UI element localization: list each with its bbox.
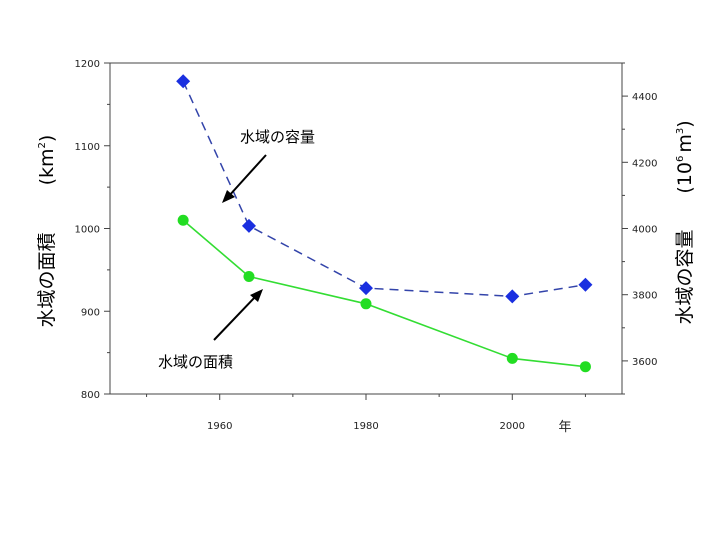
data-point-diamond — [241, 218, 256, 233]
series-line-0 — [182, 80, 586, 298]
data-point-diamond — [359, 281, 373, 296]
axis-ticks: 800 900 1000 1100 1200 3600 3800 4000 4200 4400 19… — [75, 59, 658, 432]
right-tick-label: 4000 — [632, 225, 657, 236]
x-tick-label: 1980 — [353, 421, 378, 432]
right-tick-label: 4200 — [632, 158, 657, 169]
left-tick-label: 1100 — [75, 142, 100, 153]
x-tick-label: 2000 — [500, 421, 525, 432]
plot-frame — [109, 62, 623, 395]
annotation-volume-arrow — [227, 154, 267, 198]
left-tick-label: 1000 — [75, 225, 100, 236]
annotation-area-text: 水域の面積 — [158, 353, 233, 371]
x-tick-label: 1960 — [207, 421, 232, 432]
right-axis-unit: (106m3) — [674, 120, 696, 193]
left-axis-label: 水域の面積 — [36, 232, 58, 327]
data-point-diamond — [578, 277, 593, 292]
annotation-area-arrow — [213, 295, 257, 341]
data-point-diamond — [176, 74, 191, 89]
series-line-1 — [182, 219, 586, 368]
data-point-circle — [177, 214, 189, 226]
left-tick-label: 900 — [81, 307, 100, 318]
series-layer — [176, 74, 593, 373]
data-point-diamond — [505, 289, 520, 304]
right-tick-label: 3800 — [632, 291, 657, 302]
annotation-volume-text: 水域の容量 — [240, 128, 315, 146]
right-axis-label: 水域の容量 — [674, 229, 696, 324]
right-tick-label: 3600 — [632, 357, 657, 368]
left-tick-label: 800 — [81, 390, 100, 401]
data-point-circle — [243, 270, 255, 282]
left-tick-label: 1200 — [75, 59, 100, 70]
x-unit-label: 年 — [558, 420, 571, 435]
left-axis-unit: (km2) — [36, 135, 58, 186]
left-axis-title: 水域の面積 (km2) — [36, 135, 58, 328]
right-tick-label: 4400 — [632, 92, 657, 103]
data-point-circle — [360, 298, 372, 310]
annotation-area-arrowhead — [250, 289, 263, 302]
data-point-circle — [506, 352, 518, 364]
right-axis-title: 水域の容量 (106m3) — [674, 120, 696, 324]
data-point-circle — [579, 361, 591, 373]
annotation-volume-arrowhead — [222, 190, 235, 203]
